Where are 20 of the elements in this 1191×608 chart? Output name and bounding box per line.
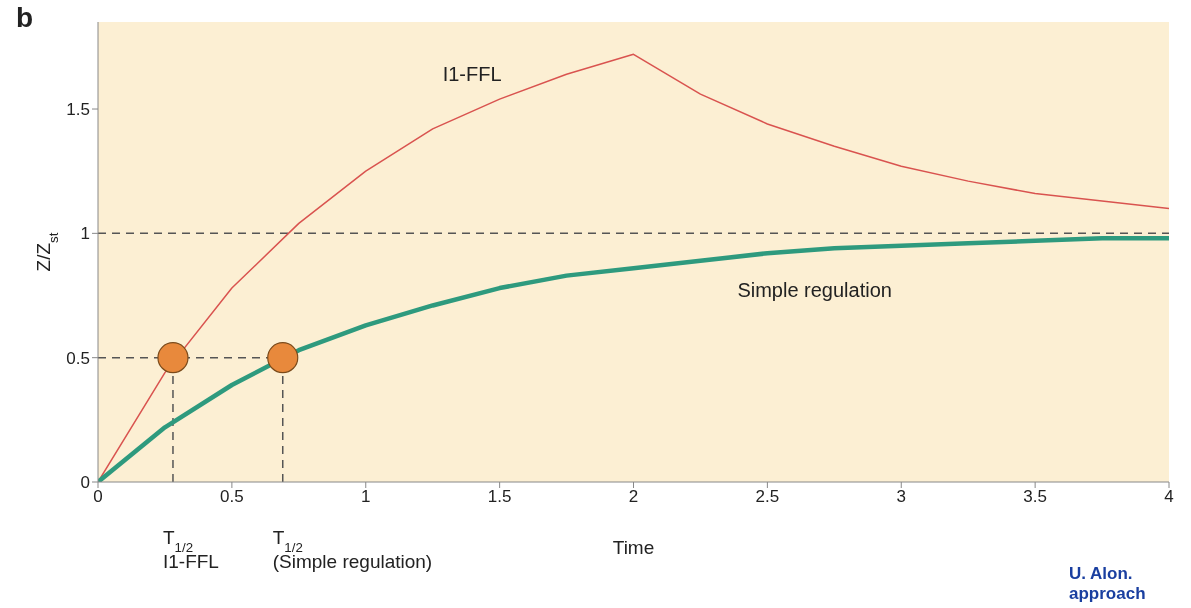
y-tick-label: 0.5 bbox=[66, 348, 90, 368]
series-label: I1-FFL bbox=[442, 62, 502, 85]
x-tick-label: 0.5 bbox=[220, 487, 244, 507]
text: U. Alon. approach bbox=[1069, 564, 1147, 604]
text: b bbox=[16, 2, 34, 34]
x-tick-label: 2.5 bbox=[755, 487, 780, 507]
y-tick-label: 0 bbox=[80, 473, 90, 493]
y-tick-label: 1.5 bbox=[66, 100, 90, 120]
ref-line-label: T$_{1/2}$ I1-FFL bbox=[162, 527, 219, 572]
x-tick-label: 4 bbox=[1164, 487, 1174, 507]
ref-line-label: T$_{1/2}$ (Simple regulation) bbox=[272, 527, 433, 572]
x-tick-label: 0 bbox=[93, 487, 103, 507]
x-axis-title: Time bbox=[612, 537, 655, 558]
y-tick-label: 1 bbox=[80, 224, 90, 244]
x-tick-label: 3 bbox=[896, 487, 906, 507]
x-tick-label: 2 bbox=[628, 487, 639, 507]
series-label: Simple regulation bbox=[737, 279, 892, 302]
x-tick-label: 3.5 bbox=[1023, 487, 1047, 507]
x-tick-label: 1.5 bbox=[487, 487, 512, 507]
x-tick-label: 1 bbox=[361, 487, 371, 507]
